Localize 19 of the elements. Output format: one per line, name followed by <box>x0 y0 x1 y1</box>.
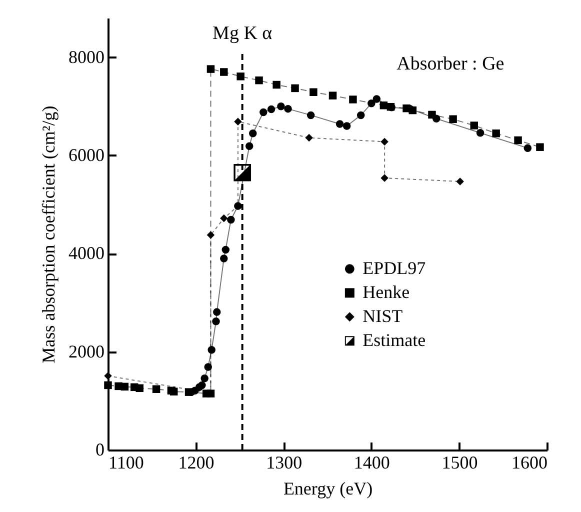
legend-label: Estimate <box>362 330 426 350</box>
legend-label: EPDL97 <box>362 258 426 278</box>
ref-line-label: Mg K α <box>212 23 272 44</box>
y-tick-label: 6000 <box>68 144 104 165</box>
legend-label: Henke <box>362 282 410 302</box>
y-tick-label: 4000 <box>68 243 104 264</box>
x-axis-title: Energy (eV) <box>283 478 373 498</box>
x-tick-label: 1400 <box>354 452 390 472</box>
legend-label: NIST <box>362 306 403 326</box>
x-tick-label: 1500 <box>442 452 478 472</box>
y-tick-label: 8000 <box>68 46 104 67</box>
y-tick-label: 2000 <box>68 341 104 362</box>
x-tick-label: 1300 <box>266 452 302 472</box>
x-tick-label: 1100 <box>108 452 144 472</box>
x-tick-label: 1600 <box>512 452 548 472</box>
annotation: Absorber : Ge <box>396 53 504 74</box>
y-tick-label: 0 <box>96 440 104 460</box>
y-axis-title: Mass absorption coefficient (cm²/g) <box>38 106 58 364</box>
x-tick-label: 1200 <box>178 452 214 472</box>
